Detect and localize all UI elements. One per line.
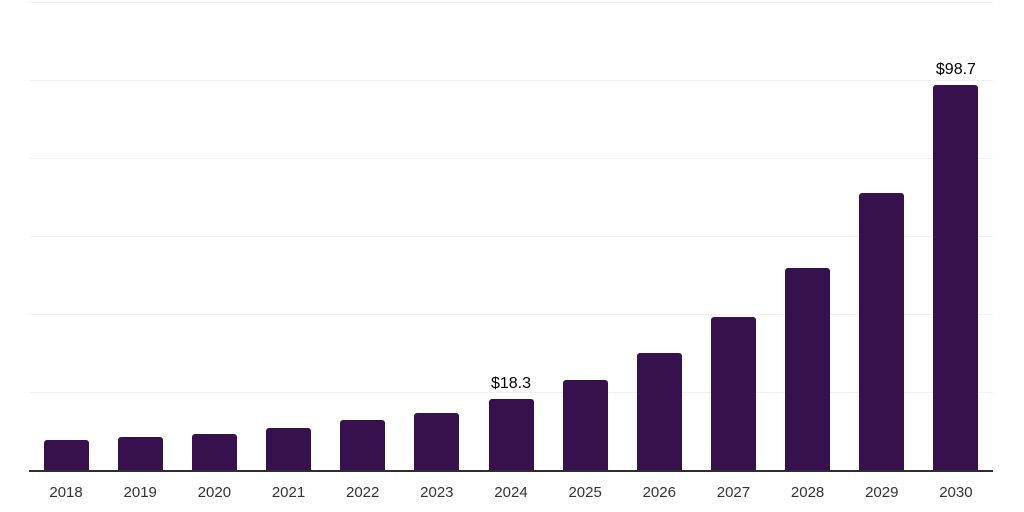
- x-tick-label-2030: 2030: [939, 484, 973, 501]
- x-tick-label-2019: 2019: [123, 484, 157, 501]
- gridline: [29, 80, 993, 81]
- value-label-2024: $18.3: [490, 374, 532, 392]
- x-tick-label-2018: 2018: [49, 484, 83, 501]
- plot-area: $18.3 $98.7: [29, 2, 993, 472]
- bar-2022[interactable]: [340, 420, 386, 470]
- x-axis: 2018 2019 2020 2021 2022 2023 2024 2025 2026 2027…: [29, 483, 993, 505]
- x-tick-label-2027: 2027: [716, 484, 751, 501]
- bar-2025[interactable]: [562, 379, 608, 470]
- bar-2024[interactable]: [488, 398, 534, 470]
- x-tick-label-2025: 2025: [568, 484, 602, 501]
- x-tick-label-2020: 2020: [197, 484, 232, 501]
- x-tick-label-2023: 2023: [420, 484, 454, 501]
- x-tick-label-2028: 2028: [790, 484, 825, 501]
- bar-2023[interactable]: [414, 412, 460, 470]
- bar-2020[interactable]: [191, 434, 237, 470]
- x-tick-label-2021: 2021: [271, 484, 306, 501]
- bar-2027[interactable]: [710, 317, 756, 470]
- x-tick-label-2024: 2024: [494, 484, 528, 501]
- x-tick-label-2029: 2029: [865, 484, 899, 501]
- bar-2018[interactable]: [43, 439, 89, 470]
- bar-2019[interactable]: [117, 436, 163, 470]
- gridline: [29, 314, 993, 315]
- bar-2029[interactable]: [859, 193, 905, 470]
- gridline: [29, 392, 993, 393]
- gridline: [29, 2, 993, 3]
- bar-2030[interactable]: [933, 85, 979, 470]
- bar-2028[interactable]: [785, 267, 831, 470]
- x-tick-label-2026: 2026: [642, 484, 676, 501]
- gridline: [29, 158, 993, 159]
- bar-2026[interactable]: [636, 353, 682, 470]
- value-label-2030: $98.7: [935, 61, 976, 79]
- x-tick-label-2022: 2022: [345, 484, 380, 501]
- gridline: [29, 236, 993, 237]
- bar-2021[interactable]: [266, 427, 312, 470]
